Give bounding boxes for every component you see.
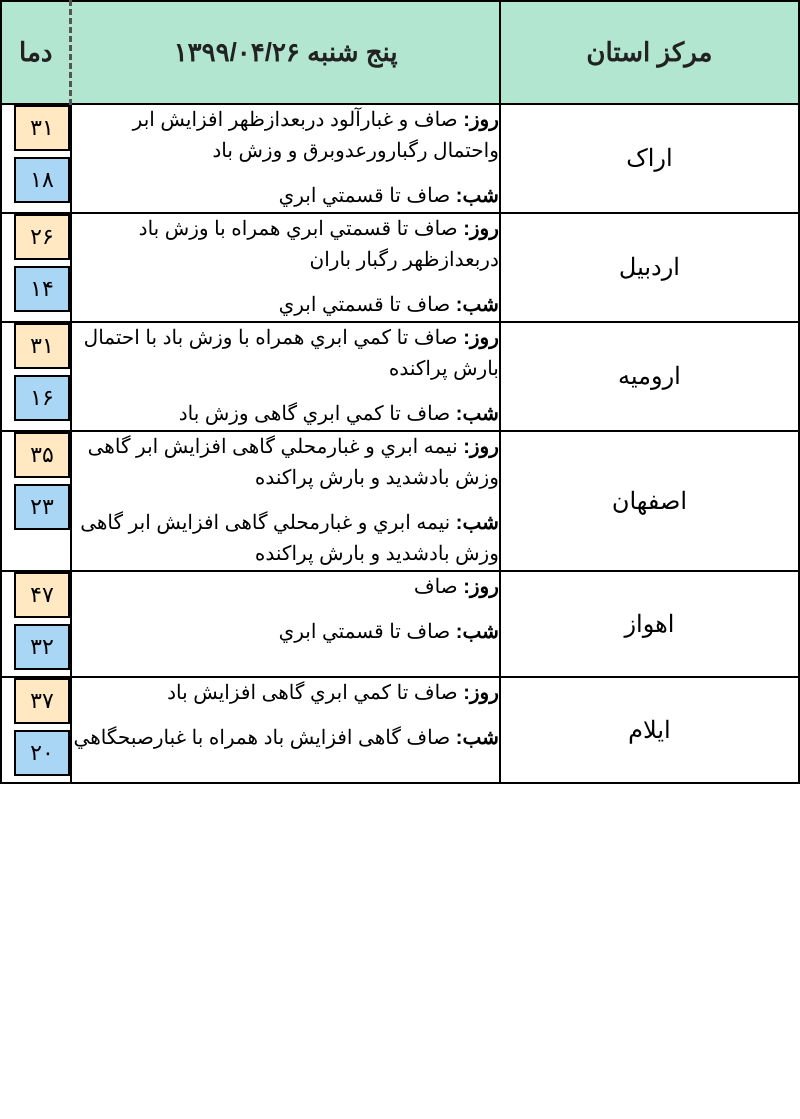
forecast-cell: روز: نيمه ابري و غبارمحلي گاهی افزایش اب… bbox=[71, 431, 500, 571]
temp-high: ۳۷ bbox=[14, 678, 70, 724]
province-cell: اصفهان bbox=[500, 431, 799, 571]
night-forecast: شب: صاف تا قسمتي ابري bbox=[72, 290, 499, 321]
night-label: شب: bbox=[456, 512, 499, 534]
table-row: اصفهانروز: نيمه ابري و غبارمحلي گاهی افز… bbox=[1, 431, 799, 571]
day-text: صاف bbox=[414, 576, 463, 598]
night-text: صاف گاهی افزایش باد همراه با غبارصبحگاهي bbox=[74, 727, 456, 749]
table-row: اردبیلروز: صاف تا قسمتي ابري همراه با وز… bbox=[1, 213, 799, 322]
province-cell: ایلام bbox=[500, 677, 799, 783]
temp-cell: ۲۶۱۴ bbox=[1, 213, 71, 322]
temp-cell: ۳۱۱۶ bbox=[1, 322, 71, 431]
day-text: صاف تا كمي ابري گاهی افزایش باد bbox=[167, 682, 463, 704]
night-text: نيمه ابري و غبارمحلي گاهی افزایش ابر گاه… bbox=[80, 512, 499, 565]
day-forecast: روز: صاف و غبارآلود دربعدازظهر افزایش اب… bbox=[72, 105, 499, 167]
temp-low: ۳۲ bbox=[14, 624, 70, 670]
day-forecast: روز: صاف تا كمي ابري همراه با وزش باد با… bbox=[72, 323, 499, 385]
header-row: مرکز استان پنج شنبه ۱۳۹۹/۰۴/۲۶ دما bbox=[1, 1, 799, 104]
day-text: نيمه ابري و غبارمحلي گاهی افزایش ابر گاه… bbox=[88, 436, 499, 489]
temp-cell: ۳۷۲۰ bbox=[1, 677, 71, 783]
day-label: روز: bbox=[463, 436, 499, 458]
temp-cell: ۳۵۲۳ bbox=[1, 431, 71, 571]
day-forecast: روز: صاف bbox=[72, 572, 499, 603]
night-text: صاف تا قسمتي ابري bbox=[279, 294, 456, 316]
province-cell: اراک bbox=[500, 104, 799, 213]
table-row: اراکروز: صاف و غبارآلود دربعدازظهر افزای… bbox=[1, 104, 799, 213]
forecast-cell: روز: صاف شب: صاف تا قسمتي ابري bbox=[71, 571, 500, 677]
night-forecast: شب: صاف تا قسمتي ابري bbox=[72, 617, 499, 648]
temp-high: ۲۶ bbox=[14, 214, 70, 260]
forecast-cell: روز: صاف تا كمي ابري گاهی افزایش باد شب: … bbox=[71, 677, 500, 783]
table-row: ارومیهروز: صاف تا كمي ابري همراه با وزش … bbox=[1, 322, 799, 431]
province-cell: اهواز bbox=[500, 571, 799, 677]
table-row: ایلامروز: صاف تا كمي ابري گاهی افزایش با… bbox=[1, 677, 799, 783]
day-forecast: روز: نيمه ابري و غبارمحلي گاهی افزایش اب… bbox=[72, 432, 499, 494]
temp-low: ۱۸ bbox=[14, 157, 70, 203]
night-label: شب: bbox=[456, 185, 499, 207]
weather-table: مرکز استان پنج شنبه ۱۳۹۹/۰۴/۲۶ دما اراکر… bbox=[0, 0, 800, 784]
day-forecast: روز: صاف تا قسمتي ابري همراه با وزش باد … bbox=[72, 214, 499, 276]
forecast-cell: روز: صاف تا كمي ابري همراه با وزش باد با… bbox=[71, 322, 500, 431]
temp-high: ۳۱ bbox=[14, 105, 70, 151]
night-text: صاف تا قسمتي ابري bbox=[279, 621, 456, 643]
night-label: شب: bbox=[456, 403, 499, 425]
forecast-cell: روز: صاف و غبارآلود دربعدازظهر افزایش اب… bbox=[71, 104, 500, 213]
temp-high: ۴۷ bbox=[14, 572, 70, 618]
temp-low: ۱۶ bbox=[14, 375, 70, 421]
table-row: اهوازروز: صافشب: صاف تا قسمتي ابري۴۷۳۲ bbox=[1, 571, 799, 677]
temp-low: ۱۴ bbox=[14, 266, 70, 312]
temp-high: ۳۵ bbox=[14, 432, 70, 478]
day-text: صاف و غبارآلود دربعدازظهر افزایش ابر واح… bbox=[133, 109, 499, 162]
header-province: مرکز استان bbox=[500, 1, 799, 104]
night-forecast: شب: صاف گاهی افزایش باد همراه با غبارصبح… bbox=[72, 723, 499, 754]
temp-cell: ۴۷۳۲ bbox=[1, 571, 71, 677]
night-label: شب: bbox=[456, 294, 499, 316]
temp-low: ۲۳ bbox=[14, 484, 70, 530]
day-label: روز: bbox=[463, 576, 499, 598]
day-text: صاف تا قسمتي ابري همراه با وزش باد دربعد… bbox=[139, 218, 499, 271]
day-label: روز: bbox=[463, 109, 499, 131]
day-text: صاف تا كمي ابري همراه با وزش باد با احتم… bbox=[84, 327, 499, 380]
night-forecast: شب: نيمه ابري و غبارمحلي گاهی افزایش ابر… bbox=[72, 508, 499, 570]
night-forecast: شب: صاف تا كمي ابري گاهی وزش باد bbox=[72, 399, 499, 430]
night-text: صاف تا كمي ابري گاهی وزش باد bbox=[179, 403, 456, 425]
day-label: روز: bbox=[463, 682, 499, 704]
day-forecast: روز: صاف تا كمي ابري گاهی افزایش باد bbox=[72, 678, 499, 709]
day-label: روز: bbox=[463, 327, 499, 349]
night-label: شب: bbox=[456, 621, 499, 643]
province-cell: اردبیل bbox=[500, 213, 799, 322]
night-label: شب: bbox=[456, 727, 499, 749]
province-cell: ارومیه bbox=[500, 322, 799, 431]
temp-low: ۲۰ bbox=[14, 730, 70, 776]
header-date: پنج شنبه ۱۳۹۹/۰۴/۲۶ bbox=[71, 1, 500, 104]
forecast-cell: روز: صاف تا قسمتي ابري همراه با وزش باد … bbox=[71, 213, 500, 322]
header-temp: دما bbox=[1, 1, 71, 104]
temp-high: ۳۱ bbox=[14, 323, 70, 369]
night-text: صاف تا قسمتي ابري bbox=[279, 185, 456, 207]
day-label: روز: bbox=[463, 218, 499, 240]
night-forecast: شب: صاف تا قسمتي ابري bbox=[72, 181, 499, 212]
temp-cell: ۳۱۱۸ bbox=[1, 104, 71, 213]
